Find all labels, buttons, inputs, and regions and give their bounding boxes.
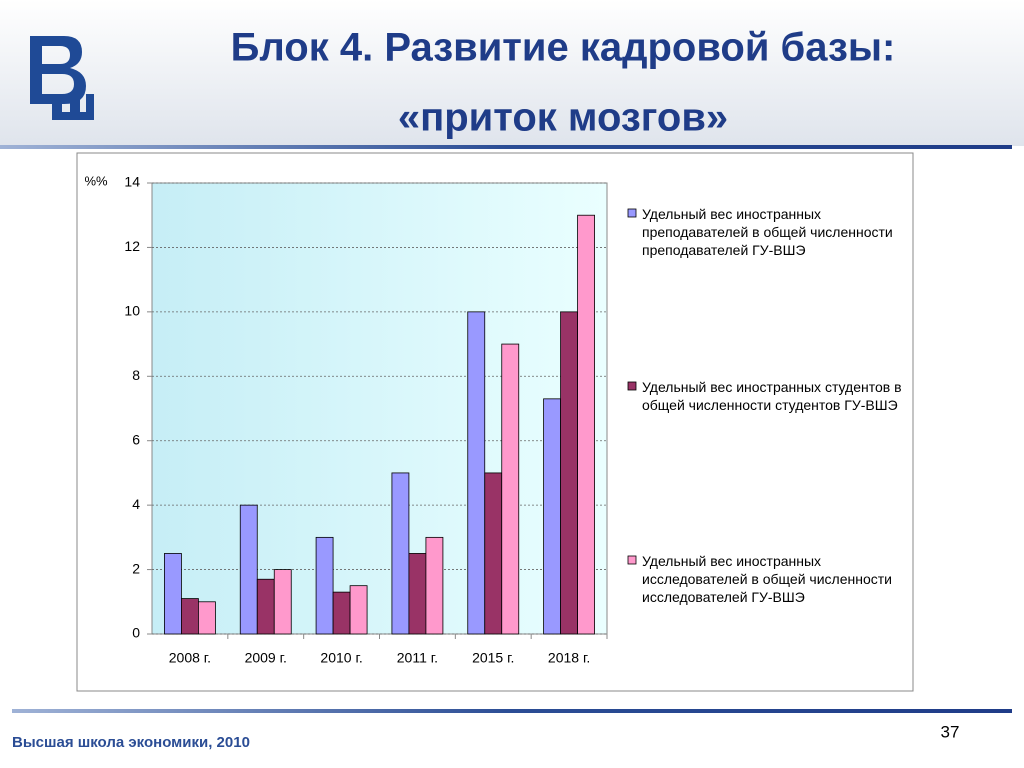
legend-swatch <box>627 555 637 565</box>
bar <box>391 472 410 635</box>
legend-swatch <box>627 208 637 218</box>
footer-text: Высшая школа экономики, 2010 <box>12 734 250 751</box>
bar <box>198 601 216 635</box>
bar <box>467 311 486 635</box>
y-tick-label: 10 <box>124 303 140 319</box>
x-tick-label: 2010 г. <box>320 650 362 666</box>
bar <box>577 214 595 635</box>
legend-label: Удельный вес иностранных исследователей … <box>642 553 892 605</box>
legend-swatch <box>627 381 637 391</box>
bar <box>181 598 199 635</box>
header-bg <box>0 0 1024 146</box>
header-rule <box>0 145 1012 149</box>
x-tick-label: 2011 г. <box>397 650 438 666</box>
y-tick-label: 8 <box>132 367 140 383</box>
chart: %% 0 2 4 6 8 10 12 14 2008 г. 2009 г. 2010 г. 2011 г… <box>84 173 637 666</box>
bar <box>560 311 578 635</box>
slide-title: «приток мозгов» <box>398 96 728 140</box>
x-tick-label: 2008 г. <box>169 650 211 666</box>
logo <box>30 36 94 120</box>
bar <box>501 343 520 635</box>
bar <box>332 591 351 635</box>
x-tick-label: 2015 г. <box>472 650 514 666</box>
bar <box>273 569 292 635</box>
y-axis-label: %% <box>84 173 108 188</box>
legend-label: Удельный вес иностранных студентов в общ… <box>642 379 902 413</box>
plot-area <box>151 182 608 635</box>
bar <box>239 504 258 635</box>
bar <box>164 553 182 635</box>
bar <box>315 536 334 635</box>
x-tick-label: 2018 г. <box>548 650 590 666</box>
bar <box>408 553 427 635</box>
y-tick-label: 2 <box>132 560 140 576</box>
footer-rule <box>12 709 1012 713</box>
bar <box>349 585 368 635</box>
y-tick-label: 6 <box>132 431 140 447</box>
page-number: 37 <box>941 722 960 741</box>
x-tick-label: 2009 г. <box>245 650 287 666</box>
legend-label: Удельный вес иностранных преподавателей … <box>642 206 893 258</box>
y-tick-label: 12 <box>124 238 140 254</box>
slide-title: Блок 4. Развитие кадровой базы: <box>231 26 896 70</box>
y-tick-label: 0 <box>132 625 140 641</box>
bar <box>543 398 561 635</box>
y-tick-label: 4 <box>132 496 140 512</box>
y-tick-label: 14 <box>124 174 140 190</box>
bar <box>425 536 444 635</box>
bar <box>256 578 275 635</box>
bar <box>484 472 503 635</box>
